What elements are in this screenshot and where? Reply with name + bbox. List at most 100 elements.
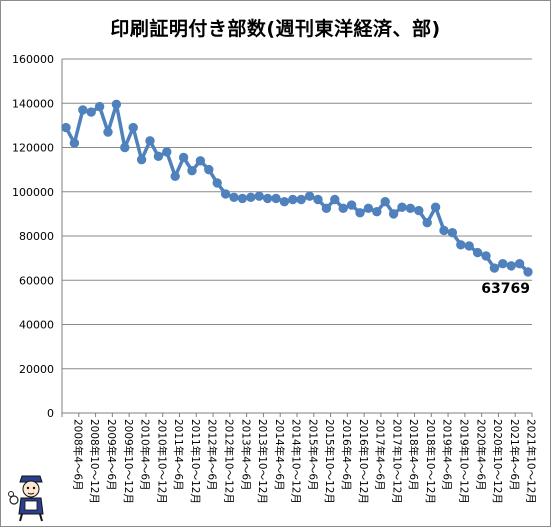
- data-point: [204, 164, 214, 175]
- data-point: [388, 209, 399, 219]
- x-tick-label: 2011年10～12月: [189, 419, 202, 504]
- x-tick-label: 2014年10～12月: [290, 419, 303, 504]
- data-point: [212, 178, 222, 188]
- x-tick-label: 2013年10～12月: [256, 419, 269, 504]
- data-point: [78, 105, 88, 115]
- data-point: [481, 251, 491, 261]
- x-tick-label: 2013年4～6月: [239, 419, 252, 491]
- annotations: 63769: [481, 281, 530, 297]
- data-point: [506, 261, 516, 271]
- data-point: [304, 191, 315, 201]
- x-tick-label: 2020年4～6月: [474, 419, 487, 491]
- x-tick-label: 2019年10～12月: [457, 419, 470, 504]
- data-point: [237, 193, 248, 204]
- x-tick-label: 2020年10～12月: [491, 419, 504, 504]
- y-tick-label: 20000: [19, 363, 54, 376]
- data-point: [498, 258, 508, 269]
- data-point: [422, 218, 432, 228]
- data-point: [153, 151, 164, 162]
- x-tick-label: 2012年10～12月: [222, 419, 235, 504]
- y-tick-label: 100000: [12, 186, 54, 199]
- y-tick-label: 120000: [12, 142, 54, 155]
- data-point: [120, 142, 130, 153]
- data-point: [430, 202, 441, 212]
- x-tick-labels: 2008年4～6月 2008年10～12月 2009年4～6月 2009年10～12月…: [71, 419, 537, 504]
- x-tick-label: 2010年4～6月: [139, 419, 152, 491]
- data-point: [288, 194, 298, 205]
- data-point: [262, 193, 273, 204]
- y-tick-label: 160000: [12, 53, 54, 66]
- x-tick-label: 2011年4～6月: [172, 419, 185, 491]
- y-tick-label: 80000: [19, 230, 54, 243]
- data-point: [246, 192, 256, 202]
- data-point: [69, 138, 80, 148]
- data-point: [355, 208, 365, 218]
- data-point: [464, 241, 474, 251]
- x-tick-label: 2016年10～12月: [357, 419, 370, 504]
- y-tick-label: 140000: [12, 97, 54, 110]
- data-point: [187, 166, 197, 176]
- data-point: [405, 203, 416, 214]
- data-point: [220, 189, 231, 199]
- data-point: [162, 147, 172, 157]
- data-point: [372, 206, 382, 217]
- y-tick-label: 0: [47, 407, 54, 420]
- x-tick-label: 2017年10～12月: [390, 419, 403, 504]
- data-point: [94, 101, 105, 112]
- x-tick-label: 2018年10～12月: [424, 419, 437, 504]
- gridlines: [62, 58, 532, 370]
- data-point: [271, 193, 281, 204]
- data-point: [456, 240, 466, 250]
- x-tick-label: 2016年4～6月: [340, 419, 353, 491]
- x-tick-label: 2008年4～6月: [71, 419, 84, 491]
- data-point: [296, 194, 306, 205]
- x-tick-label: 2008年10～12月: [88, 419, 101, 504]
- x-tick-label: 2015年4～6月: [306, 419, 319, 491]
- data-point: [523, 267, 533, 277]
- data-point: [229, 192, 239, 202]
- data-point: [178, 152, 189, 163]
- data-point: [489, 263, 500, 273]
- x-tick-label: 2009年10～12月: [122, 419, 135, 504]
- data-point: [338, 203, 348, 214]
- data-point: [472, 247, 483, 258]
- data-label: 63769: [481, 281, 530, 297]
- x-tick-label: 2021年4～6月: [508, 419, 521, 491]
- chart-title: 印刷証明付き部数(週刊東洋経済、部): [110, 18, 441, 40]
- data-point: [61, 122, 71, 133]
- data-point: [254, 191, 264, 201]
- data-point: [380, 197, 390, 207]
- data-point: [414, 205, 424, 216]
- x-tick-label: 2017年4～6月: [374, 419, 387, 491]
- data-point: [397, 202, 407, 212]
- axes: [61, 59, 533, 417]
- data-point: [86, 107, 96, 117]
- y-tick-labels: 0 20000 40000 60000 80000 100000 120000 140000 1…: [12, 53, 54, 420]
- data-point: [128, 122, 138, 133]
- data-point: [103, 127, 113, 137]
- data-point: [514, 258, 525, 269]
- data-point: [321, 203, 332, 214]
- series: [61, 99, 533, 277]
- data-point: [279, 197, 290, 207]
- data-point: [136, 154, 147, 165]
- data-point: [195, 156, 206, 166]
- x-tick-label: 2010年10～12月: [155, 419, 168, 504]
- data-point: [170, 171, 180, 181]
- data-point: [346, 200, 357, 210]
- y-tick-label: 40000: [19, 319, 54, 332]
- data-point: [439, 225, 449, 236]
- data-point: [363, 203, 374, 214]
- x-tick-label: 2018年4～6月: [407, 419, 420, 491]
- y-tick-label: 60000: [19, 274, 54, 287]
- x-tick-label: 2012年4～6月: [206, 419, 219, 491]
- data-point: [111, 99, 122, 110]
- data-point: [330, 194, 340, 205]
- x-tick-label: 2009年4～6月: [105, 419, 118, 491]
- x-tick-label: 2021年10～12月: [525, 419, 538, 504]
- data-point: [447, 227, 458, 238]
- x-tick-label: 2019年4～6月: [441, 419, 454, 491]
- x-tick-label: 2014年4～6月: [273, 419, 286, 491]
